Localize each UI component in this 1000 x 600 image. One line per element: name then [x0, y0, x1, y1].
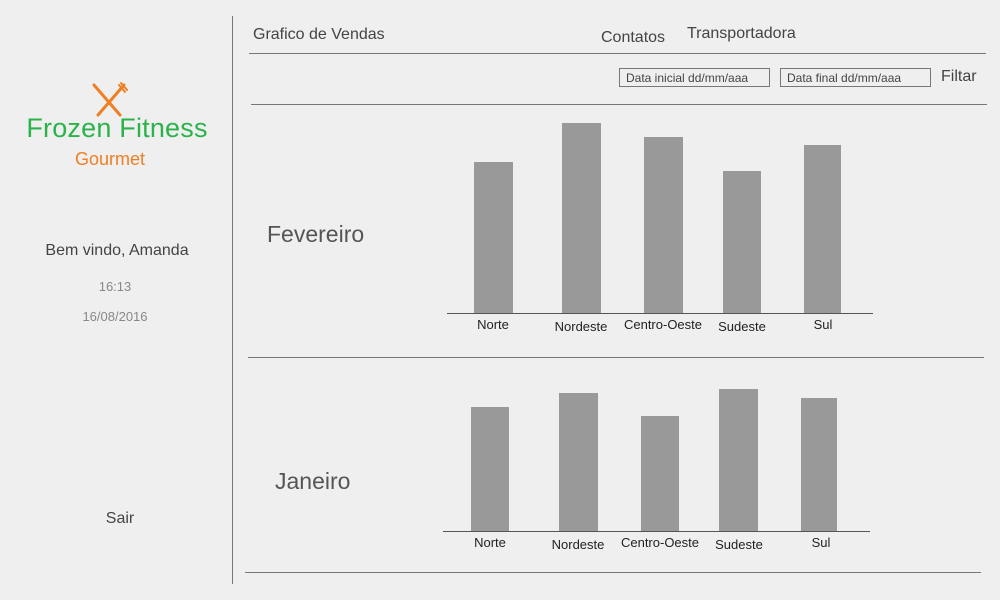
brand-name: Frozen Fitness	[26, 113, 208, 143]
current-time: 16:13	[98, 279, 132, 294]
x-tick-label: Nordeste	[555, 319, 608, 334]
nav-contacts[interactable]: Contatos	[601, 29, 666, 46]
bar-nordeste	[559, 393, 598, 531]
x-tick-label: Sudeste	[715, 537, 763, 552]
bar-sudeste	[723, 171, 761, 313]
bar-nordeste	[562, 123, 601, 313]
nav-sales-chart[interactable]: Grafico de Vendas	[253, 26, 385, 43]
brand-subtitle: Gourmet	[74, 149, 146, 169]
x-tick-label: Norte	[474, 535, 506, 550]
bar-sul	[801, 398, 837, 531]
bottom-divider	[245, 572, 981, 573]
current-date: 16/08/2016	[82, 309, 148, 324]
bar-sul	[804, 145, 841, 313]
fork-knife-icon	[88, 82, 132, 118]
filter-divider	[251, 104, 987, 105]
x-tick-label: Centro-Oeste	[624, 317, 702, 332]
x-tick-label: Sul	[814, 317, 833, 332]
bar-centro-oeste	[641, 416, 679, 531]
start-date-input[interactable]	[619, 68, 770, 87]
bar-norte	[471, 407, 509, 531]
welcome-message: Bem vindo, Amanda	[45, 242, 189, 259]
month-label-january: Janeiro	[275, 468, 351, 494]
x-tick-label: Nordeste	[552, 537, 605, 552]
month-label-february: Fevereiro	[267, 221, 365, 247]
nav-carrier[interactable]: Transportadora	[687, 25, 796, 42]
end-date-input[interactable]	[780, 68, 931, 87]
x-tick-label: Centro-Oeste	[621, 535, 699, 550]
bar-sudeste	[719, 389, 758, 531]
sidebar-divider	[232, 16, 233, 584]
x-tick-label: Norte	[477, 317, 509, 332]
x-tick-label: Sul	[812, 535, 831, 550]
x-tick-label: Sudeste	[718, 319, 766, 334]
bar-norte	[474, 162, 513, 313]
filter-button[interactable]: Filtar	[941, 68, 977, 85]
logout-link[interactable]: Sair	[105, 510, 135, 527]
nav-divider	[249, 53, 986, 54]
chart-divider	[248, 357, 984, 358]
bar-centro-oeste	[644, 137, 683, 313]
